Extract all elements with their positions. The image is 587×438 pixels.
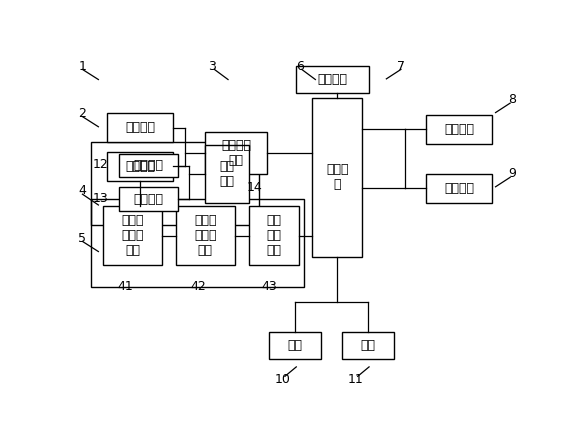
Text: 电压采样: 电压采样 bbox=[126, 121, 156, 134]
Text: 14: 14 bbox=[247, 181, 262, 194]
Text: 1: 1 bbox=[79, 60, 86, 73]
Text: 5: 5 bbox=[79, 232, 86, 244]
Bar bbox=[205, 145, 248, 203]
Text: 电流信
号放大
电路: 电流信 号放大 电路 bbox=[122, 214, 144, 257]
Bar bbox=[426, 174, 492, 203]
Text: 检测接口: 检测接口 bbox=[444, 182, 474, 195]
Bar bbox=[248, 206, 299, 265]
Bar bbox=[103, 206, 162, 265]
Text: 多通道
带通滤
波器: 多通道 带通滤 波器 bbox=[194, 214, 217, 257]
Text: 电源
管理: 电源 管理 bbox=[220, 160, 234, 188]
Bar bbox=[176, 206, 235, 265]
Text: 3: 3 bbox=[208, 60, 216, 73]
Text: 4: 4 bbox=[79, 184, 86, 198]
Text: 信号
处理
电路: 信号 处理 电路 bbox=[266, 214, 281, 257]
Text: 13: 13 bbox=[93, 192, 109, 205]
Text: 41: 41 bbox=[118, 280, 134, 293]
Bar bbox=[90, 141, 259, 225]
Text: 8: 8 bbox=[508, 93, 517, 106]
Bar bbox=[119, 187, 178, 211]
Bar bbox=[205, 132, 266, 174]
Bar bbox=[119, 154, 178, 177]
Text: 时钟电池: 时钟电池 bbox=[133, 193, 163, 206]
Text: 2: 2 bbox=[79, 107, 86, 120]
Bar bbox=[296, 66, 369, 93]
Text: 处理模
块: 处理模 块 bbox=[326, 163, 349, 191]
Text: 42: 42 bbox=[191, 280, 207, 293]
Text: 电能计量
模块: 电能计量 模块 bbox=[221, 139, 251, 167]
Text: 显示: 显示 bbox=[288, 339, 303, 353]
Bar bbox=[269, 332, 321, 360]
Bar bbox=[342, 332, 394, 360]
Text: 11: 11 bbox=[348, 373, 363, 386]
Text: 工作电源: 工作电源 bbox=[133, 159, 163, 172]
Bar bbox=[107, 113, 174, 142]
Text: 7: 7 bbox=[397, 60, 405, 73]
Text: 通讯模块: 通讯模块 bbox=[444, 123, 474, 136]
Text: 按键: 按键 bbox=[360, 339, 376, 353]
Bar bbox=[90, 199, 305, 287]
Bar bbox=[312, 98, 362, 257]
Text: 10: 10 bbox=[275, 373, 291, 386]
Bar bbox=[107, 152, 174, 181]
Text: 电流采样: 电流采样 bbox=[126, 160, 156, 173]
Text: 12: 12 bbox=[93, 158, 109, 171]
Text: 9: 9 bbox=[508, 167, 517, 180]
Text: 数据存储: 数据存储 bbox=[318, 73, 348, 86]
Bar bbox=[426, 115, 492, 144]
Text: 6: 6 bbox=[296, 60, 304, 73]
Text: 43: 43 bbox=[261, 280, 277, 293]
